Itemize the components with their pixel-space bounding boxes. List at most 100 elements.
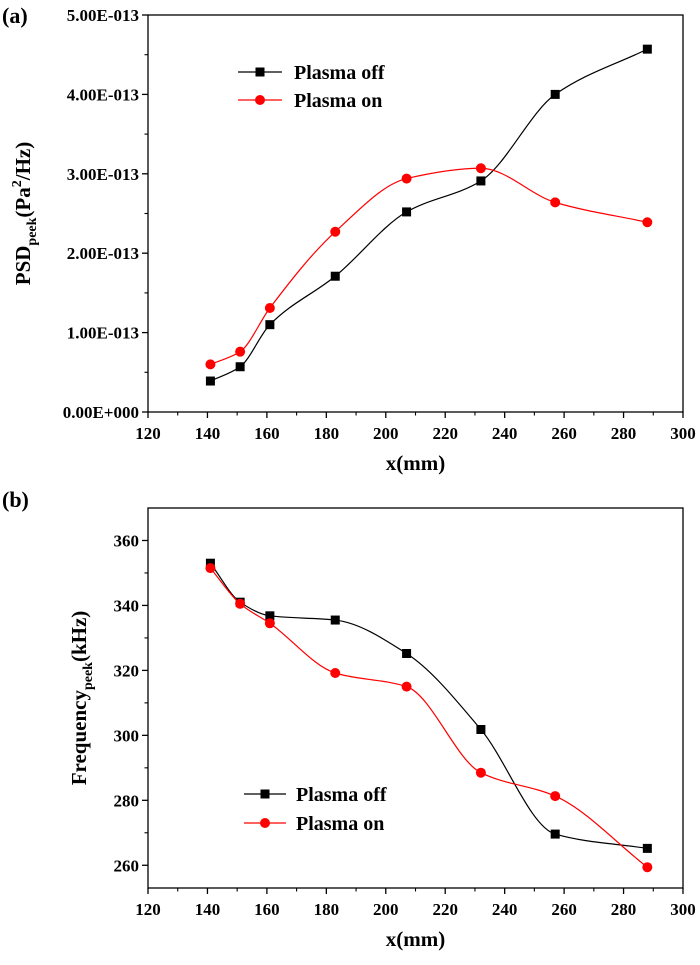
- panel-b-y-axis-title: Frequencypeek(kHz): [67, 611, 96, 786]
- data-point: [264, 302, 275, 313]
- data-point: [235, 346, 246, 357]
- y-title-subscript: peek: [25, 217, 40, 245]
- panel-b-x-tick-label: 200: [373, 900, 399, 919]
- panel-a-x-tick-label: 220: [432, 424, 458, 443]
- series-line: [210, 167, 648, 365]
- legend-item: Plasma off: [238, 62, 385, 84]
- panel-a-legend: Plasma off Plasma on: [238, 62, 385, 112]
- y-title-base: PSD: [11, 246, 35, 286]
- panel-b: (b) 120 140 160 180 200 220 240 260 280 300 260 280 3…: [2, 487, 696, 951]
- data-point: [476, 725, 486, 735]
- panel-a-x-tick-label: 200: [373, 424, 399, 443]
- y-title-unit-open: (Pa: [11, 187, 35, 218]
- panel-a-x-tick-label: 280: [611, 424, 637, 443]
- panel-a-x-tick-label: 120: [135, 424, 161, 443]
- panel-a-label: (a): [2, 3, 28, 28]
- legend-item: Plasma on: [238, 90, 382, 112]
- panel-b-y-tick-label: 280: [114, 791, 140, 810]
- panel-b-series-plasma-on: [205, 563, 653, 873]
- data-point: [642, 862, 653, 873]
- panel-b-plot-frame: [147, 507, 684, 889]
- data-point: [550, 197, 561, 208]
- data-point: [550, 791, 561, 802]
- y-title-unit: (kHz): [67, 611, 91, 662]
- y-title-subscript: peek: [81, 662, 96, 690]
- y-title-superscript: 2: [10, 180, 25, 187]
- panel-b-x-tick-label: 280: [611, 900, 637, 919]
- data-point: [401, 173, 412, 184]
- data-point: [235, 598, 246, 609]
- panel-a-x-tick-label: 140: [195, 424, 221, 443]
- panel-a-x-tick-label: 260: [551, 424, 577, 443]
- panel-a-y-tick-label: 2.00E-013: [67, 244, 139, 263]
- data-point: [475, 767, 486, 778]
- panel-a-series-plasma-on: [205, 163, 653, 370]
- panel-a-x-tick-label: 300: [670, 424, 696, 443]
- panel-a-x-tick-label: 160: [254, 424, 280, 443]
- data-point: [205, 359, 216, 370]
- data-point: [475, 163, 486, 174]
- data-point: [330, 271, 340, 281]
- series-line: [210, 48, 648, 382]
- panel-b-x-tick-label: 180: [314, 900, 340, 919]
- data-point: [401, 681, 412, 692]
- panel-b-x-tick-label: 240: [492, 900, 518, 919]
- panel-b-label: (b): [2, 487, 29, 512]
- legend-marker: [255, 67, 265, 77]
- panel-b-x-tick-label: 120: [135, 900, 161, 919]
- data-point: [550, 89, 560, 99]
- panel-a-y-tick-label: 5.00E-013: [67, 6, 139, 25]
- legend-marker: [255, 95, 265, 105]
- data-point: [330, 615, 340, 625]
- data-point: [265, 611, 275, 621]
- panel-a-y-tick-label: 1.00E-013: [67, 324, 139, 343]
- series-line: [209, 567, 648, 868]
- data-point: [330, 226, 341, 237]
- panel-b-y-tick-label: 360: [114, 531, 140, 550]
- data-point: [235, 362, 245, 372]
- data-point: [402, 207, 412, 217]
- panel-a-y-tick-label: 4.00E-013: [67, 85, 139, 104]
- legend-label: Plasma on: [294, 90, 382, 112]
- data-point: [330, 667, 341, 678]
- panel-b-x-tick-label: 260: [551, 900, 577, 919]
- panel-b-y-tick-label: 320: [114, 661, 140, 680]
- panel-a-x-tick-label: 240: [492, 424, 518, 443]
- panel-a-x-axis-title: x(mm): [386, 451, 445, 475]
- legend-label: Plasma off: [294, 62, 385, 84]
- data-point: [205, 376, 215, 386]
- data-point: [642, 843, 652, 853]
- data-point: [550, 829, 560, 839]
- legend-label: Plasma off: [296, 784, 387, 806]
- panel-a-series-plasma-off: [205, 44, 652, 386]
- legend-item: Plasma off: [244, 784, 387, 806]
- panel-b-x-tick-label: 220: [432, 900, 458, 919]
- data-point: [205, 563, 216, 574]
- panel-b-legend: Plasma off Plasma on: [244, 784, 387, 835]
- panel-b-y-tick-label: 340: [114, 596, 140, 615]
- data-point: [264, 618, 275, 629]
- legend-marker: [260, 789, 270, 799]
- panel-a-y-tick-label: 0.00E+000: [63, 403, 139, 422]
- data-point: [476, 176, 486, 186]
- panel-a-y-tick-label: 3.00E-013: [67, 165, 139, 184]
- panel-b-y-tick-label: 300: [114, 726, 140, 745]
- legend-item: Plasma on: [244, 813, 384, 835]
- panel-b-y-tick-label: 260: [114, 856, 140, 875]
- panel-b-x-tick-label: 160: [254, 900, 280, 919]
- panel-a-x-tick-label: 180: [314, 424, 340, 443]
- panel-b-x-tick-label: 300: [670, 900, 696, 919]
- panel-b-x-axis-title: x(mm): [386, 927, 445, 951]
- data-point: [402, 649, 412, 659]
- legend-marker: [260, 818, 270, 828]
- data-point: [642, 217, 653, 228]
- legend-label: Plasma on: [296, 813, 384, 835]
- panel-a: (a) 120 140 160 180 200 220 240 260 280 300 0.00E+0…: [2, 3, 696, 475]
- data-point: [265, 320, 275, 330]
- y-title-base: Frequency: [67, 690, 91, 786]
- panel-a-y-axis-title: PSDpeek(Pa2/Hz): [10, 142, 40, 286]
- panel-b-x-tick-label: 140: [195, 900, 221, 919]
- y-title-unit-rest: /Hz): [11, 142, 35, 181]
- data-point: [642, 44, 652, 54]
